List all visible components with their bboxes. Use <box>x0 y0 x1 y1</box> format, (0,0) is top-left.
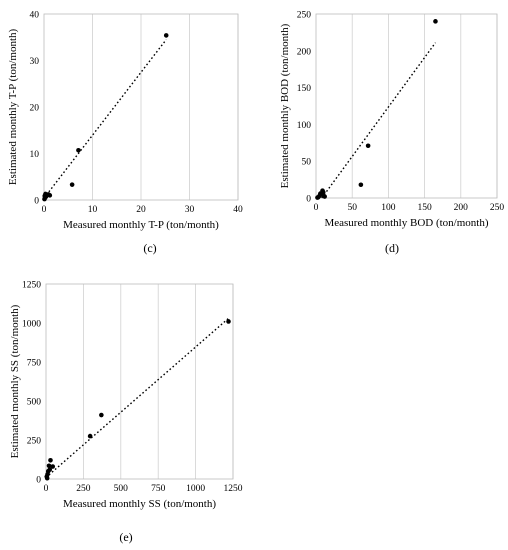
y-tick-label: 200 <box>297 47 312 57</box>
data-point <box>322 194 327 199</box>
y-tick-label: 0 <box>34 197 39 207</box>
x-axis-label: Measured monthly T-P (ton/month) <box>63 219 219 231</box>
trendline <box>43 39 167 199</box>
y-axis-label: Estimated monthly T-P (ton/month) <box>7 28 19 185</box>
y-axis-label: Estimated monthly SS (ton/month) <box>9 304 21 458</box>
plot-frame <box>43 13 239 201</box>
panel-caption: (e) <box>119 530 132 544</box>
plot-frame <box>45 283 234 480</box>
y-tick-label: 0 <box>36 476 41 486</box>
data-point <box>69 182 75 187</box>
trendline <box>321 42 437 199</box>
trendline <box>45 317 229 478</box>
data-point <box>42 193 48 199</box>
x-axis-label: Measured monthly BOD (ton/month) <box>324 217 488 229</box>
x-tick-label: 1250 <box>224 484 243 494</box>
x-tick-label: 250 <box>490 203 505 213</box>
data-point <box>433 19 438 24</box>
y-tick-label: 750 <box>27 359 42 369</box>
y-tick-label: 250 <box>27 437 42 447</box>
x-tick-label: 500 <box>114 484 129 494</box>
y-axis-label: Estimated monthly BOD (ton/month) <box>279 23 291 188</box>
y-tick-label: 20 <box>30 104 40 114</box>
data-point <box>87 433 93 439</box>
x-tick-label: 200 <box>454 203 469 213</box>
y-tick-label: 1000 <box>22 320 41 330</box>
x-tick-label: 250 <box>76 484 91 494</box>
data-point <box>365 143 371 149</box>
x-tick-label: 750 <box>151 484 166 494</box>
chart-c: 0 10 20 30 40 0 10 20 30 40 Measured monthly T-P (… <box>7 11 243 256</box>
data-point <box>47 467 53 472</box>
data-point <box>76 147 81 153</box>
y-tick-label: 150 <box>297 84 312 94</box>
x-axis-label: Measured monthly SS (ton/month) <box>63 498 216 510</box>
plot-frame <box>315 13 498 199</box>
panel-caption: (d) <box>385 241 399 255</box>
y-tick-label: 10 <box>30 150 40 160</box>
data-point <box>99 412 104 418</box>
y-tick-label: 250 <box>297 11 312 21</box>
y-tick-label: 100 <box>297 121 312 131</box>
data-point <box>320 188 325 193</box>
y-tick-label: 500 <box>27 398 42 408</box>
x-tick-label: 50 <box>347 203 357 213</box>
x-tick-label: 0 <box>42 205 47 215</box>
x-tick-label: 30 <box>185 205 195 215</box>
data-point <box>48 457 53 463</box>
x-tick-label: 20 <box>136 205 146 215</box>
y-tick-label: 50 <box>302 158 312 168</box>
x-tick-label: 1000 <box>186 484 205 494</box>
data-point <box>47 193 53 198</box>
data-point <box>46 463 52 469</box>
data-point <box>358 182 364 188</box>
x-tick-label: 10 <box>88 205 98 215</box>
data-point <box>44 475 50 481</box>
x-tick-label: 0 <box>314 203 319 213</box>
chart-e: 0 250 500 750 1000 1250 0 250 500 750 1000 1250 Meas… <box>9 281 243 545</box>
data-point <box>315 195 320 200</box>
panel-caption: (c) <box>143 241 156 255</box>
x-tick-label: 0 <box>44 484 49 494</box>
x-tick-label: 150 <box>417 203 432 213</box>
x-tick-label: 40 <box>233 205 243 215</box>
data-point <box>226 319 231 324</box>
data-point <box>163 33 169 38</box>
y-tick-label: 0 <box>306 195 311 205</box>
data-point <box>50 464 56 469</box>
x-tick-label: 100 <box>381 203 396 213</box>
y-tick-label: 40 <box>30 11 40 21</box>
y-tick-label: 1250 <box>22 281 41 291</box>
y-tick-label: 30 <box>30 57 40 67</box>
